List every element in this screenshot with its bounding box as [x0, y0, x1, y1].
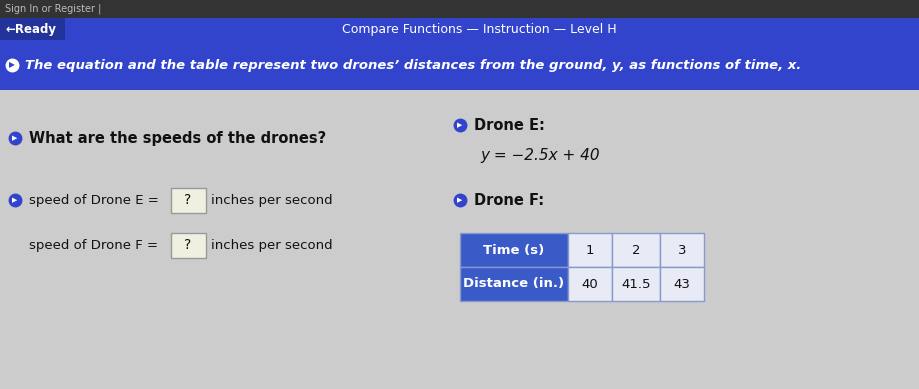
FancyBboxPatch shape — [171, 233, 206, 258]
Text: ▶: ▶ — [9, 61, 15, 70]
Text: ▶: ▶ — [12, 197, 17, 203]
Text: The equation and the table represent two drones’ distances from the ground, y, a: The equation and the table represent two… — [25, 58, 801, 72]
Bar — [460, 233, 568, 267]
Text: Distance (in.): Distance (in.) — [463, 277, 564, 291]
Text: ?: ? — [185, 193, 192, 207]
Bar — [0, 0, 919, 18]
Bar — [660, 233, 704, 267]
Bar — [612, 233, 660, 267]
Text: inches per second: inches per second — [211, 238, 333, 252]
Text: 1: 1 — [585, 244, 595, 256]
Text: inches per second: inches per second — [211, 193, 333, 207]
Bar — [0, 90, 919, 389]
Text: ?: ? — [185, 238, 192, 252]
Bar — [568, 267, 612, 301]
Text: What are the speeds of the drones?: What are the speeds of the drones? — [29, 130, 326, 145]
Text: Time (s): Time (s) — [483, 244, 545, 256]
Text: 40: 40 — [582, 277, 598, 291]
Bar — [0, 40, 919, 90]
Text: Compare Functions — Instruction — Level H: Compare Functions — Instruction — Level … — [342, 23, 617, 35]
Text: 2: 2 — [631, 244, 641, 256]
Text: Drone F:: Drone F: — [474, 193, 544, 207]
Text: speed of Drone F =: speed of Drone F = — [29, 238, 158, 252]
Text: 43: 43 — [674, 277, 690, 291]
Bar — [612, 267, 660, 301]
Text: Sign In or Register |: Sign In or Register | — [5, 4, 101, 14]
Text: ▶: ▶ — [458, 122, 462, 128]
Text: ←Ready: ←Ready — [5, 23, 56, 35]
Bar — [460, 267, 568, 301]
Text: ▶: ▶ — [458, 197, 462, 203]
Text: ▶: ▶ — [12, 135, 17, 141]
Text: Drone E:: Drone E: — [474, 117, 545, 133]
FancyBboxPatch shape — [171, 187, 206, 212]
Bar — [0, 18, 919, 40]
Text: speed of Drone E =: speed of Drone E = — [29, 193, 159, 207]
Bar — [660, 267, 704, 301]
Bar — [568, 233, 612, 267]
Text: y = −2.5x + 40: y = −2.5x + 40 — [480, 147, 599, 163]
Text: 41.5: 41.5 — [621, 277, 651, 291]
Bar — [0, 18, 65, 40]
Text: 3: 3 — [677, 244, 686, 256]
